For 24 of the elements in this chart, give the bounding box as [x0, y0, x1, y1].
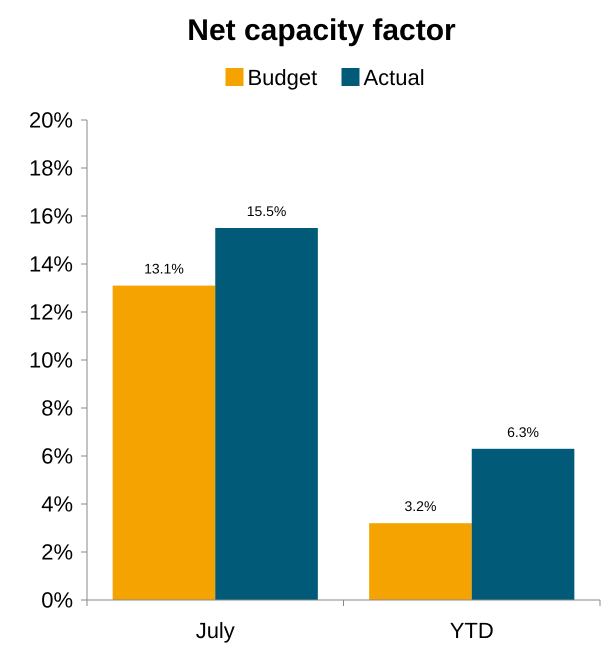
y-tick-label: 14%: [28, 252, 73, 277]
bar: [112, 286, 216, 600]
chart-title: Net capacity factor: [187, 14, 456, 47]
y-tick-label: 8%: [41, 396, 73, 421]
y-tick-label: 16%: [28, 204, 73, 229]
y-tick-label: 6%: [41, 444, 73, 469]
data-label: 13.1%: [144, 260, 184, 277]
data-label: 6.3%: [507, 424, 540, 440]
legend-label: Actual: [364, 65, 425, 90]
y-tick-label: 2%: [41, 540, 73, 565]
legend-label: Budget: [248, 65, 318, 90]
y-tick-label: 0%: [41, 588, 73, 613]
data-label: 3.2%: [404, 498, 436, 514]
y-tick-label: 4%: [41, 492, 73, 517]
x-tick-label: YTD: [450, 618, 494, 643]
y-tick-label: 12%: [28, 300, 73, 325]
x-tick-label: July: [196, 618, 235, 643]
y-tick-label: 18%: [28, 156, 73, 181]
bar: [369, 523, 472, 600]
data-label: 15.5%: [246, 203, 286, 219]
y-tick-label: 20%: [28, 108, 73, 133]
y-tick-label: 10%: [28, 348, 73, 373]
bar: [215, 228, 318, 600]
bar: [472, 448, 574, 600]
